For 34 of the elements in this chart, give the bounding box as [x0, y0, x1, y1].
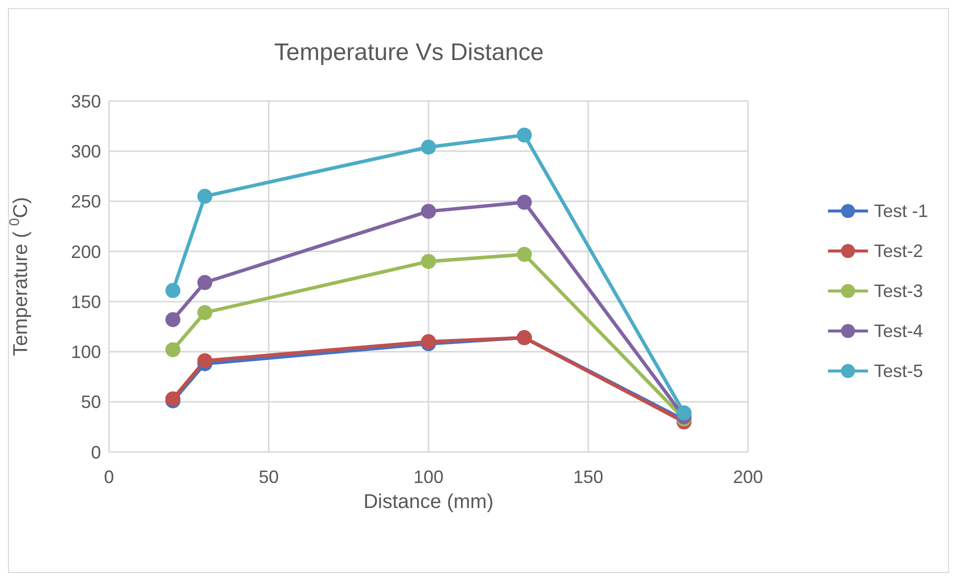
point [676, 405, 692, 420]
y-tick-label: 300 [70, 142, 101, 162]
y-tick-label: 0 [90, 442, 101, 462]
x-tick-label: 0 [104, 466, 114, 487]
y-tick-label: 150 [70, 292, 101, 312]
point [420, 140, 436, 155]
point [165, 283, 180, 298]
y-tick-label: 250 [70, 192, 101, 212]
legend-label: Test-3 [874, 280, 923, 302]
point [197, 188, 212, 204]
y-tick-label: 350 [70, 91, 101, 112]
legend-label: Test-2 [874, 240, 923, 262]
x-tick-label: 150 [573, 466, 604, 487]
x-axis-title: Distance (mm) [363, 491, 494, 513]
x-tick-label: 50 [258, 466, 279, 487]
point [420, 204, 436, 219]
point [165, 312, 180, 328]
y-tick-label: 100 [70, 342, 101, 362]
point [165, 342, 180, 358]
chart-title: Temperature Vs Distance [273, 39, 545, 67]
point [516, 246, 532, 262]
point [197, 353, 212, 368]
x-tick-label: 200 [732, 466, 763, 487]
legend-label: Test-4 [874, 320, 923, 342]
point [516, 194, 532, 210]
point [516, 128, 532, 143]
point [197, 275, 212, 290]
y-tick-label: 200 [70, 242, 101, 262]
point [420, 254, 436, 269]
x-tick-label: 100 [413, 466, 444, 487]
legend-label: Test -1 [874, 200, 928, 222]
point [197, 305, 212, 320]
y-tick-label: 50 [80, 392, 101, 412]
legend-label: Test-5 [874, 360, 923, 382]
